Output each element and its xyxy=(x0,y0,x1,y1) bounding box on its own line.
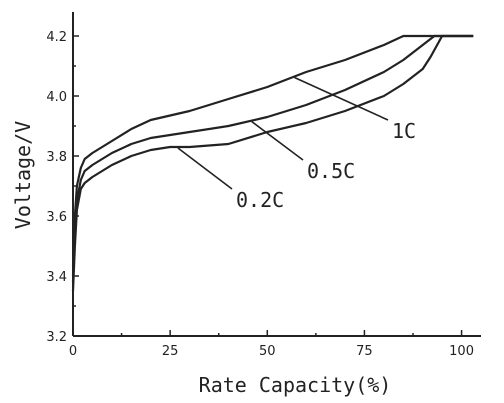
y-tick-label: 3.2 xyxy=(46,330,67,345)
y-tick-label: 4.0 xyxy=(46,90,67,105)
tick-layer: 0 25 50 75 100 3.2 3.4 3.6 3.8 4.0 4.2 xyxy=(46,30,474,359)
annotation-leader xyxy=(177,147,233,190)
series-line-0-5C xyxy=(71,34,474,283)
x-tick-label: 75 xyxy=(356,344,373,359)
annotation-leader xyxy=(251,120,304,161)
series-line-1C xyxy=(71,34,474,277)
annotation-label-0-2C: 0.2C xyxy=(236,188,284,212)
series-layer xyxy=(71,34,474,292)
x-tick-label: 100 xyxy=(449,344,474,359)
y-axis-title: Voltage/V xyxy=(11,121,35,229)
x-tick-label: 0 xyxy=(69,344,77,359)
annotation-leader xyxy=(294,76,389,121)
annotation-label-0-5C: 0.5C xyxy=(307,159,355,183)
x-tick-label: 25 xyxy=(162,344,179,359)
series-line-0-2C xyxy=(71,34,474,292)
x-axis-title: Rate Capacity(%) xyxy=(199,373,392,397)
y-tick-label: 3.6 xyxy=(46,210,67,225)
y-tick-label: 3.4 xyxy=(46,270,67,285)
x-tick-label: 50 xyxy=(259,344,276,359)
annotation-layer: 1C 0.5C 0.2C xyxy=(177,76,416,212)
y-tick-label: 4.2 xyxy=(46,30,67,45)
y-tick-label: 3.8 xyxy=(46,150,67,165)
annotation-label-1C: 1C xyxy=(392,119,416,143)
